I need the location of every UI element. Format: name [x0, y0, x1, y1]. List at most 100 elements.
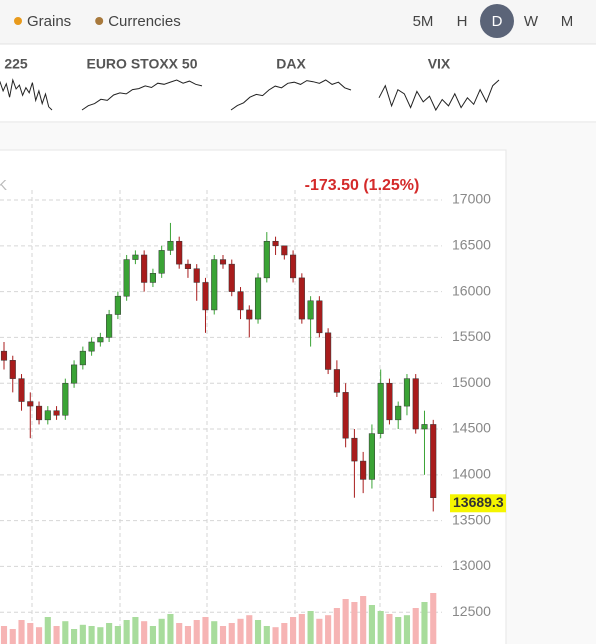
volume-bar [141, 621, 148, 644]
y-tick-label: 15000 [452, 374, 491, 390]
sparkline [81, 79, 203, 111]
volume-bar [351, 602, 358, 644]
volume-bar [237, 618, 244, 644]
candle-body [228, 263, 235, 292]
legend-dot [95, 17, 104, 25]
y-tick-label: 14500 [452, 420, 491, 436]
interval-button[interactable]: H [457, 13, 468, 30]
market-name[interactable]: DAX [276, 56, 306, 72]
candle-body [167, 240, 174, 251]
interval-button[interactable]: 5M [413, 13, 434, 30]
candle-body [386, 382, 393, 421]
candle-body [351, 437, 358, 462]
candle-body [219, 259, 227, 265]
candle-body [18, 378, 25, 402]
candle-body [254, 277, 262, 320]
volume-bar [9, 629, 16, 644]
candle-body [333, 369, 340, 393]
candle-body [342, 392, 349, 439]
volume-bar [386, 614, 393, 644]
volume-bar [281, 623, 288, 644]
volume-bar [228, 623, 235, 644]
candle-body [44, 410, 51, 421]
volume-bar [158, 618, 165, 644]
volume-bar [167, 614, 174, 644]
volume-bar [246, 615, 253, 644]
candle-body [412, 378, 419, 430]
volume-bar [421, 602, 428, 644]
candle-body [123, 259, 130, 297]
candle-body [246, 309, 253, 320]
candle-body [403, 378, 411, 407]
volume-bar [316, 618, 323, 644]
legend-item[interactable]: Grains [27, 13, 71, 30]
volume-bar [0, 626, 8, 644]
y-tick-label: 15500 [452, 328, 491, 344]
interval-button[interactable]: M [561, 13, 574, 30]
candle-body [88, 341, 95, 352]
candle-body [281, 245, 288, 256]
volume-bar [132, 617, 139, 644]
volume-bar [123, 620, 130, 644]
candle-body [132, 254, 139, 260]
y-tick-label: 16500 [452, 237, 491, 253]
candle-body [237, 291, 244, 311]
volume-bar [184, 626, 192, 644]
volume-bar [263, 626, 270, 644]
volume-bar [290, 617, 297, 644]
sparkline [378, 79, 500, 112]
volume-bar [62, 621, 69, 644]
candle-body [0, 350, 8, 361]
candle-body [193, 268, 200, 283]
candle-body [377, 382, 384, 434]
market-name[interactable]: 225 [4, 56, 28, 72]
candle-body [307, 300, 314, 320]
interval-button[interactable]: D [492, 13, 503, 30]
interval-button[interactable]: W [524, 13, 539, 30]
chart-panel [0, 149, 507, 644]
candle-body [27, 401, 34, 407]
y-tick-label: 13000 [452, 557, 491, 573]
candle-body [395, 405, 402, 421]
candle-body [176, 240, 183, 265]
candle-body [114, 295, 121, 315]
last-price: 13689.3 [453, 494, 504, 510]
volume-bar [272, 627, 279, 644]
y-tick-label: 16000 [452, 282, 491, 298]
candle-body [184, 263, 192, 269]
volume-bar [368, 605, 375, 644]
last-price-box [450, 494, 506, 513]
candle-body [368, 433, 375, 480]
volume-bar [219, 626, 227, 644]
volume-bar [360, 596, 367, 644]
candle-body [79, 350, 86, 366]
legend-item[interactable]: Currencies [108, 13, 181, 30]
volume-bar [211, 621, 218, 644]
y-tick-label: 13500 [452, 511, 491, 527]
volume-bar [149, 626, 156, 644]
sparkline [230, 79, 352, 111]
sparkline [0, 78, 53, 111]
volume-bar [430, 593, 437, 644]
volume-bar [18, 620, 25, 644]
candle-body [53, 410, 60, 416]
volume-bar [27, 623, 34, 644]
candle-body [202, 282, 209, 311]
volume-bar [395, 617, 402, 644]
y-tick-label: 14000 [452, 466, 491, 482]
candle-body [272, 240, 279, 247]
candle-body [158, 250, 165, 274]
interval-selected [480, 4, 514, 38]
candle-body [263, 240, 270, 279]
market-name[interactable]: VIX [428, 56, 451, 72]
candle-body [430, 424, 437, 498]
volume-bar [377, 611, 384, 644]
volume-bar [202, 617, 209, 644]
volume-bar [412, 608, 419, 644]
candle-body [149, 273, 156, 283]
market-name[interactable]: EURO STOXX 50 [86, 56, 197, 72]
y-tick-label: 17000 [452, 191, 491, 207]
legend-dot [14, 17, 22, 25]
